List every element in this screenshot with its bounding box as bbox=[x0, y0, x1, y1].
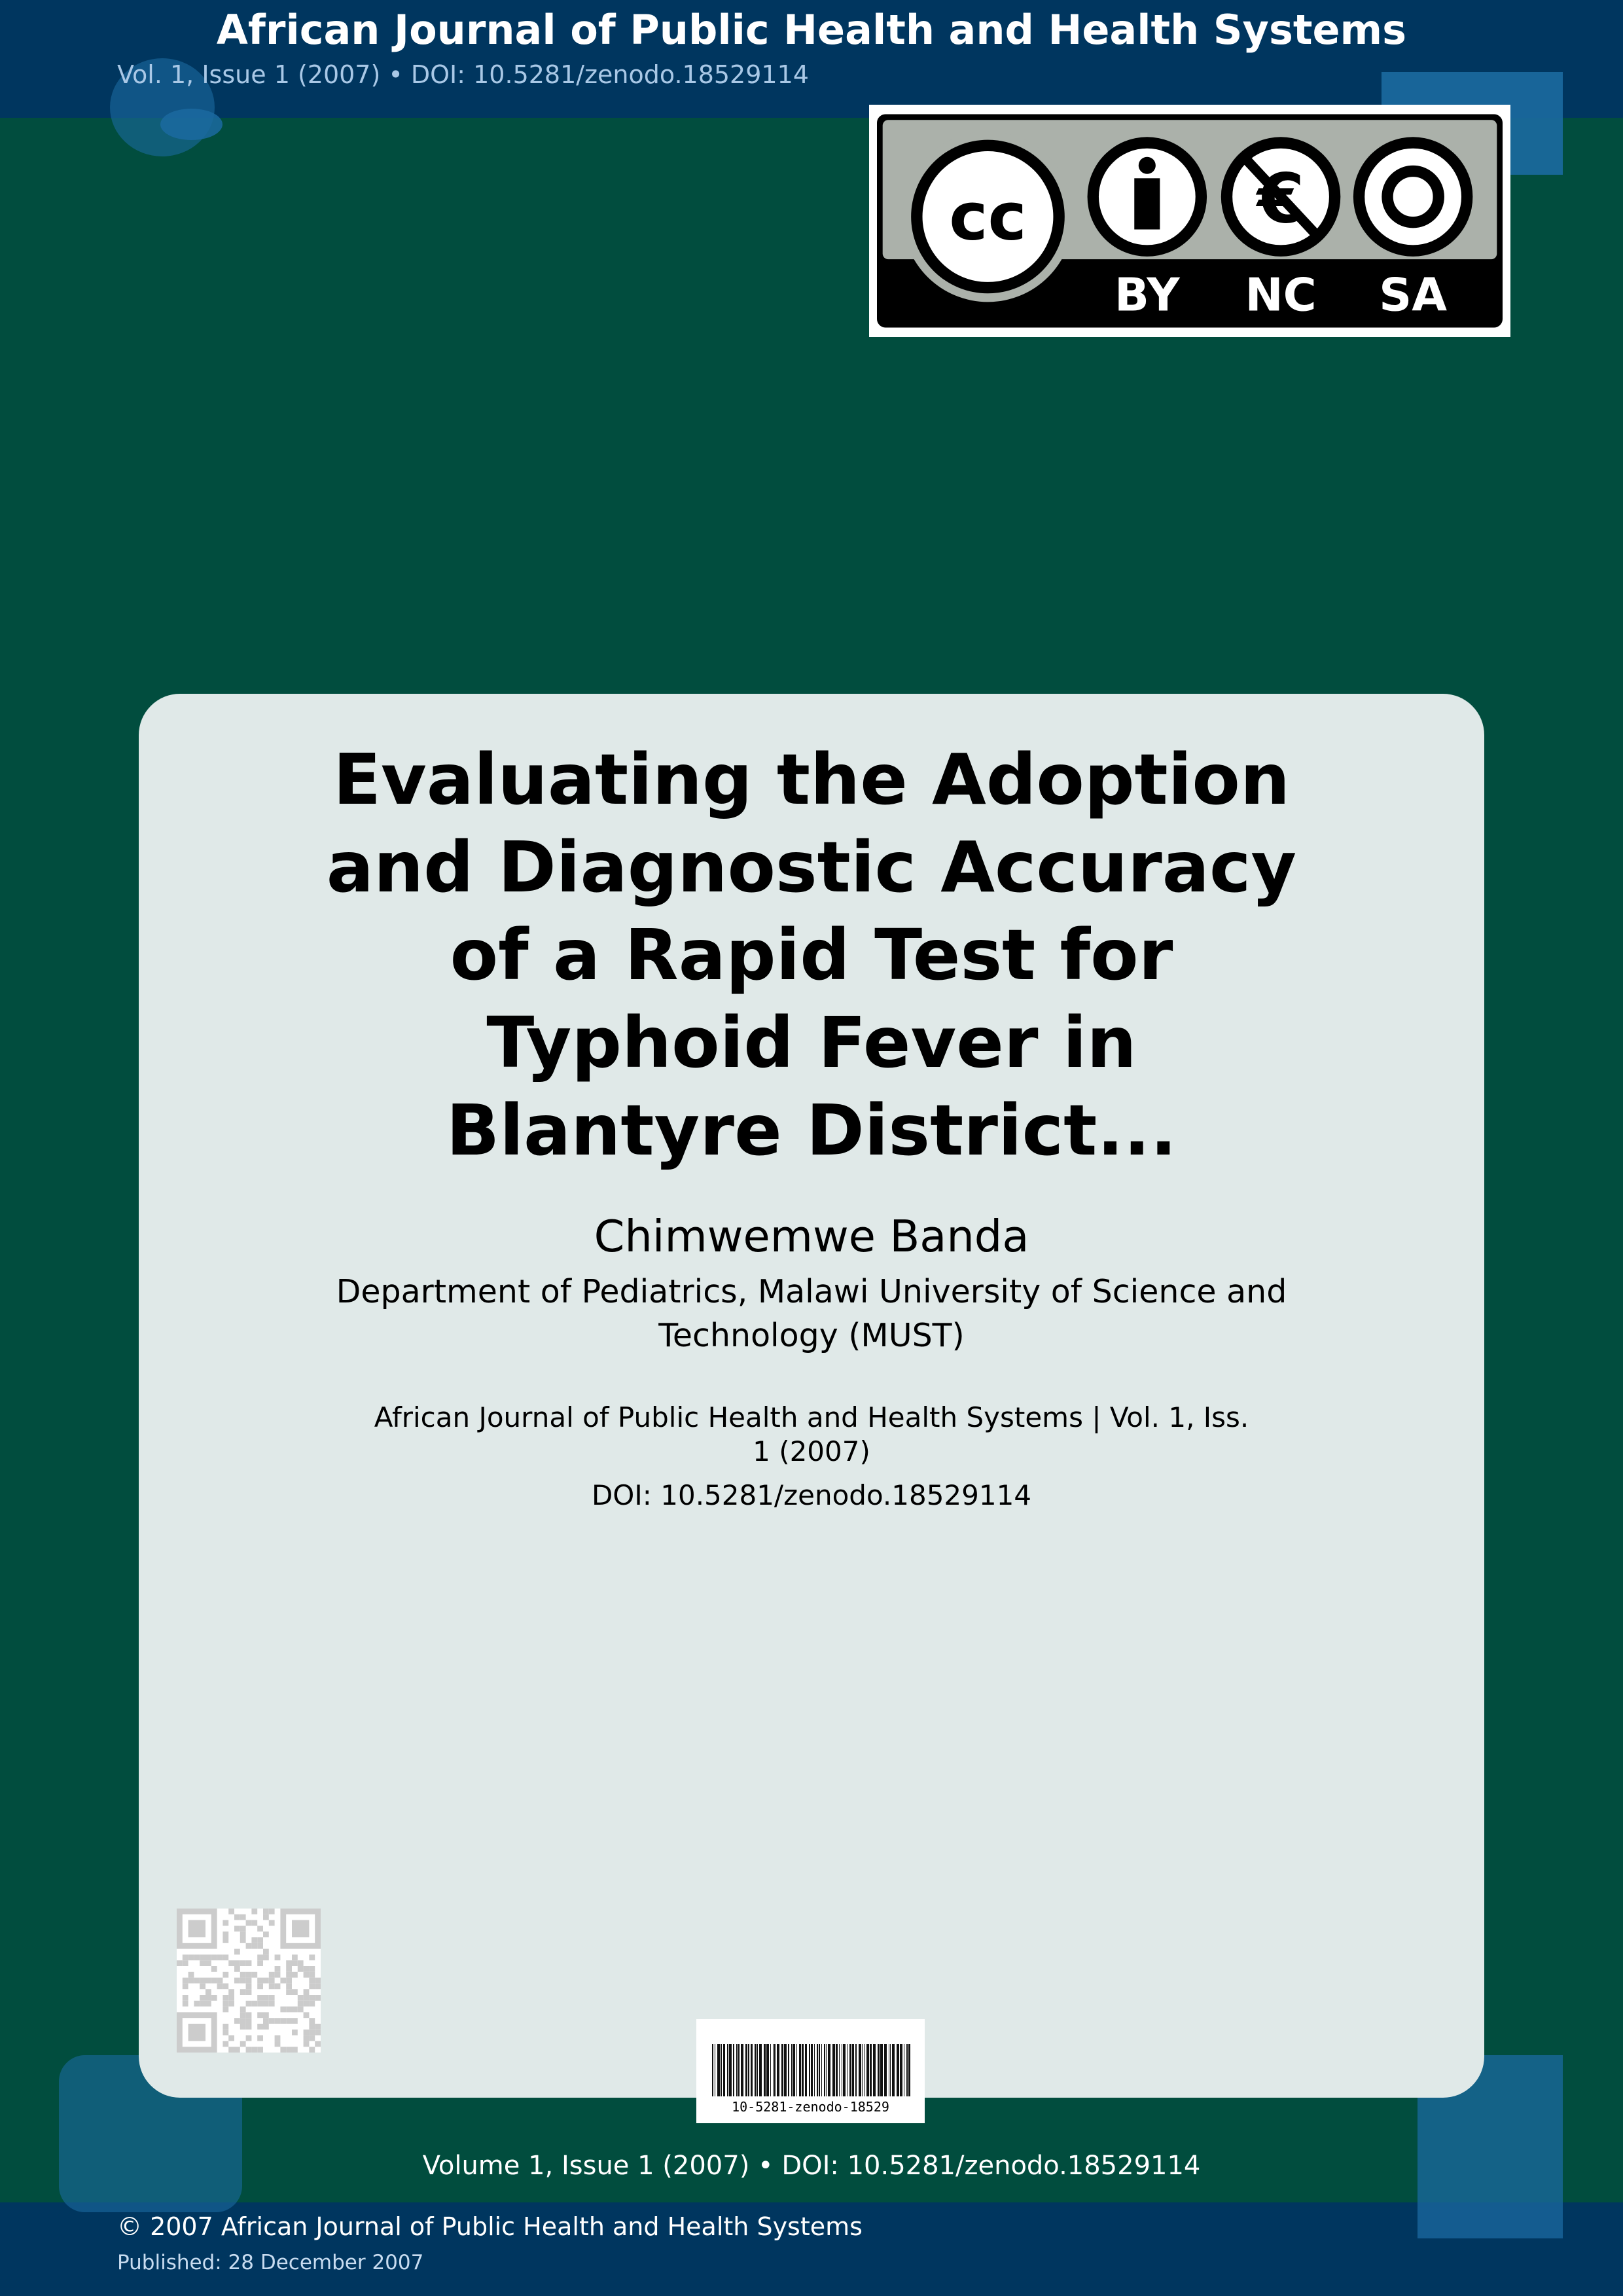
volume-line: Volume 1, Issue 1 (2007) • DOI: 10.5281/… bbox=[422, 2151, 1201, 2181]
svg-text:NC: NC bbox=[1245, 268, 1316, 321]
journal-title: African Journal of Public Health and Hea… bbox=[216, 6, 1407, 54]
copyright: © 2007 African Journal of Public Health … bbox=[117, 2212, 863, 2241]
article-title: Evaluating the Adoption and Diagnostic A… bbox=[326, 740, 1297, 1172]
citation: African Journal of Public Health and Hea… bbox=[374, 1401, 1249, 1467]
svg-text:SA: SA bbox=[1379, 268, 1447, 321]
cc-by-nc-sa-icon: cc € BY NC SA bbox=[877, 114, 1503, 328]
header-band bbox=[0, 0, 1623, 118]
svg-text:cc: cc bbox=[949, 179, 1026, 255]
decorative-shape bbox=[110, 58, 215, 156]
barcode-label: 10-5281-zenodo-18529 bbox=[732, 2099, 889, 2115]
published-date: Published: 28 December 2007 bbox=[117, 2251, 424, 2274]
issue-line: Vol. 1, Issue 1 (2007) • DOI: 10.5281/ze… bbox=[117, 60, 809, 89]
author-name: Chimwemwe Banda bbox=[594, 1211, 1029, 1262]
qr-code-icon bbox=[177, 1909, 321, 2053]
affiliation: Department of Pediatrics, Malawi Univers… bbox=[336, 1273, 1287, 1354]
cc-license-badge[interactable]: cc € BY NC SA bbox=[869, 105, 1510, 337]
footer-band bbox=[0, 2202, 1623, 2296]
barcode: 10-5281-zenodo-18529 bbox=[696, 2019, 925, 2123]
doi[interactable]: DOI: 10.5281/zenodo.18529114 bbox=[591, 1479, 1032, 1511]
svg-text:BY: BY bbox=[1115, 268, 1181, 321]
qr-code[interactable] bbox=[177, 1909, 321, 2053]
barcode-icon bbox=[712, 2044, 910, 2096]
article-card: Evaluating the Adoption and Diagnostic A… bbox=[139, 694, 1484, 2098]
decorative-shape bbox=[160, 109, 223, 140]
